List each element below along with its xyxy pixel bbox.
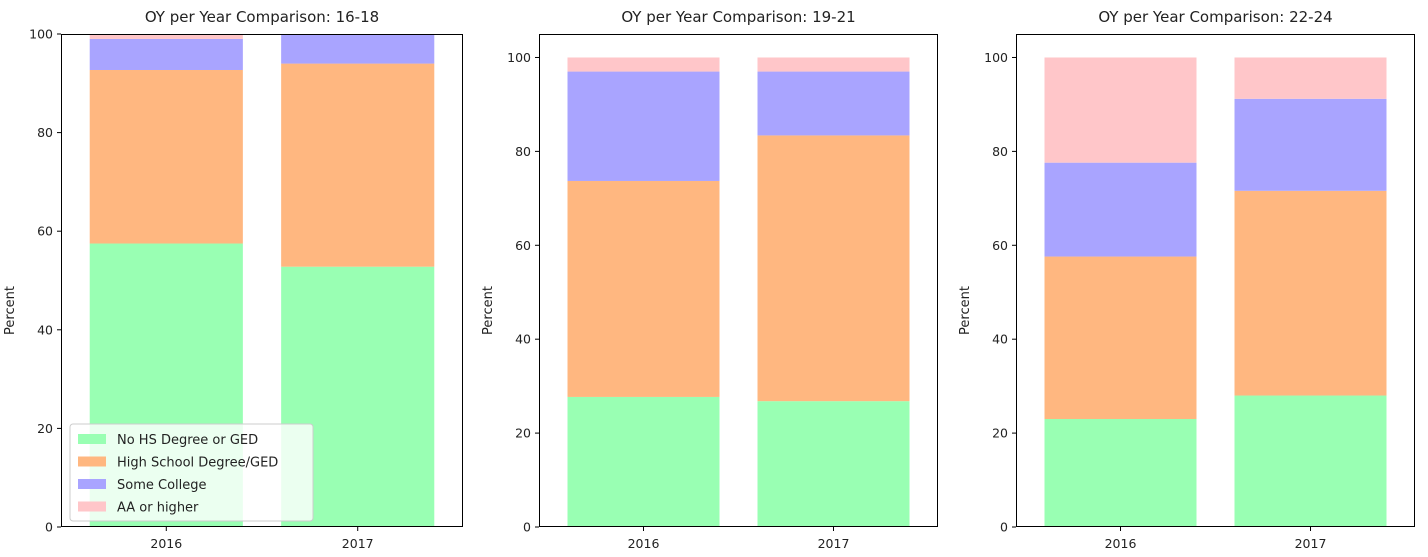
y-tick-label: 60 [37,224,53,239]
y-tick-label: 60 [992,238,1008,253]
bar-segment [1044,162,1197,257]
chart-title: OY per Year Comparison: 19-21 [621,8,855,26]
y-tick-label: 100 [29,27,53,42]
bar-segment [757,71,910,136]
y-tick-label: 40 [37,322,53,337]
bar-segment [567,71,720,181]
chart-title: OY per Year Comparison: 16-18 [145,8,379,26]
chart-title: OY per Year Comparison: 22-24 [1098,8,1332,26]
bar-segment [1044,57,1197,163]
y-axis-label: Percent [3,286,18,335]
plot-frame [1016,34,1415,527]
y-tick-label: 20 [992,426,1008,441]
bar-segment [567,57,720,72]
y-tick-label: 60 [515,238,531,253]
bar-segment [757,401,910,527]
x-tick-label: 2016 [628,536,660,551]
bar-segment [89,69,243,244]
legend-swatch [78,434,106,444]
y-tick-label: 40 [992,332,1008,347]
y-tick-label: 20 [37,421,53,436]
y-tick-label: 20 [515,426,531,441]
legend-label: Some College [117,478,207,493]
legend-label: No HS Degree or GED [117,433,258,448]
x-tick-label: 2016 [1105,536,1137,551]
y-tick-label: 80 [992,144,1008,159]
y-tick-label: 0 [45,520,53,535]
y-tick-label: 80 [515,144,531,159]
y-axis-label: Percent [958,286,973,335]
y-axis-label: Percent [481,286,496,335]
y-tick-label: 0 [1000,520,1008,535]
y-tick-label: 40 [515,332,531,347]
bar-segment [1234,57,1387,99]
legend-swatch [78,456,106,467]
bar-segment [1234,190,1387,396]
bar-segment [89,38,243,70]
y-tick-label: 100 [507,50,531,65]
bar-segment [757,135,910,402]
bar-segment [1234,395,1387,527]
x-tick-label: 2017 [342,536,374,551]
bar-segment [567,396,720,527]
bar-segment [281,63,435,267]
legend-swatch [78,501,106,512]
legend-label: High School Degree/GED [117,456,278,471]
bar-segment [1044,419,1197,527]
x-tick-label: 2016 [150,536,182,551]
legend-label: AA or higher [117,501,199,516]
y-tick-label: 100 [984,50,1008,65]
y-tick-label: 80 [37,125,53,140]
bar-segment [1234,98,1387,191]
bar-segment [281,34,435,64]
bar-segment [757,57,910,72]
bar-segment [89,34,243,39]
legend-box [69,423,314,522]
y-tick-label: 0 [523,520,531,535]
plot-frame [61,34,463,527]
x-tick-label: 2017 [1295,536,1327,551]
legend-swatch [78,479,106,489]
bar-segment [567,180,720,397]
bar-segment [1044,256,1197,420]
plot-frame [539,34,938,527]
x-tick-label: 2017 [818,536,850,551]
